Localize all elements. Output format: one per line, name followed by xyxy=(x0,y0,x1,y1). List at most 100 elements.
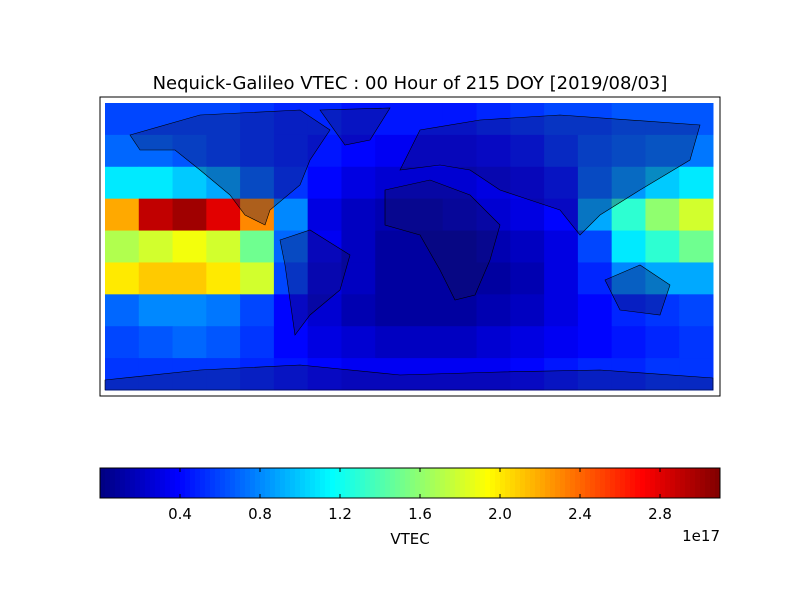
heat-cell xyxy=(105,166,140,200)
heat-cell xyxy=(409,326,444,359)
colorbar-swatch xyxy=(230,468,236,498)
colorbar-swatch xyxy=(530,468,536,498)
continent xyxy=(384,179,501,301)
heat-cell xyxy=(442,262,478,295)
colorbar-swatch xyxy=(420,468,426,498)
heat-cell xyxy=(577,134,613,168)
heat-cell xyxy=(172,198,207,232)
heat-cell xyxy=(375,262,410,295)
colorbar-swatch xyxy=(630,468,636,498)
colorbar-swatch xyxy=(490,468,496,498)
heat-cell xyxy=(307,230,342,263)
heat-cell xyxy=(172,103,207,136)
heat-cell xyxy=(611,358,646,391)
heat-cell xyxy=(510,230,545,263)
heat-cell xyxy=(307,198,342,232)
colorbar-swatch xyxy=(650,468,656,498)
colorbar-swatch xyxy=(470,468,476,498)
colorbar-swatch xyxy=(170,468,176,498)
heat-cell xyxy=(476,326,511,359)
colorbar-swatch xyxy=(610,468,616,498)
colorbar-swatch xyxy=(450,468,456,498)
heat-cell xyxy=(577,326,613,359)
heat-cell xyxy=(510,358,545,391)
heat-cell xyxy=(544,262,579,295)
heat-cell xyxy=(510,198,545,232)
colorbar-swatch xyxy=(495,468,501,498)
colorbar-swatch xyxy=(140,468,146,498)
heat-cell xyxy=(341,230,376,263)
heat-cell xyxy=(510,294,545,327)
colorbar-swatch xyxy=(505,468,511,498)
colorbar-swatch xyxy=(705,468,711,498)
heat-cell xyxy=(544,358,579,391)
colorbar-swatch xyxy=(195,468,201,498)
colorbar-tick-label: 1.2 xyxy=(328,505,352,523)
heat-cell xyxy=(273,103,309,136)
continent xyxy=(129,109,331,226)
heat-cell xyxy=(442,230,478,263)
colorbar-swatch xyxy=(695,468,701,498)
colorbar-swatch xyxy=(315,468,321,498)
heat-cell xyxy=(105,103,140,136)
heat-cell xyxy=(645,103,680,136)
colorbar-swatch xyxy=(320,468,326,498)
colorbar-swatch xyxy=(400,468,406,498)
colorbar-tick-label: 2.8 xyxy=(648,505,672,523)
colorbar-swatch xyxy=(685,468,691,498)
colorbar-swatch xyxy=(210,468,216,498)
heat-cell xyxy=(577,103,613,136)
heat-cell xyxy=(476,294,511,327)
colorbar-swatch xyxy=(715,468,721,498)
heat-cell xyxy=(375,198,410,232)
colorbar-swatch xyxy=(380,468,386,498)
heat-cell xyxy=(307,294,342,327)
colorbar-swatch xyxy=(120,468,126,498)
colorbar-swatch xyxy=(645,468,651,498)
heat-cell xyxy=(273,294,309,327)
heat-cell xyxy=(138,230,174,263)
heat-cell xyxy=(240,262,275,295)
colorbar-swatch xyxy=(435,468,441,498)
colorbar-swatch xyxy=(370,468,376,498)
colorbar-swatch xyxy=(640,468,646,498)
heat-cell xyxy=(172,358,207,391)
colorbar-swatch xyxy=(240,468,246,498)
heat-cell xyxy=(172,166,207,200)
colorbar-swatch xyxy=(205,468,211,498)
heat-cell xyxy=(172,294,207,327)
continent xyxy=(604,264,671,316)
colorbar-swatch xyxy=(425,468,431,498)
heat-cell xyxy=(341,166,376,200)
colorbar-swatch xyxy=(175,468,181,498)
colorbar-swatch xyxy=(595,468,601,498)
colorbar-swatch xyxy=(585,468,591,498)
continent xyxy=(279,229,351,336)
colorbar-swatch xyxy=(510,468,516,498)
colorbar-swatch xyxy=(335,468,341,498)
heat-cell xyxy=(138,262,174,295)
colorbar-swatch xyxy=(690,468,696,498)
colorbar-swatch xyxy=(460,468,466,498)
colorbar-swatch xyxy=(655,468,661,498)
heat-cell xyxy=(645,262,680,295)
colorbar-swatch xyxy=(145,468,151,498)
colorbar-swatch xyxy=(245,468,251,498)
heat-cell xyxy=(273,134,309,168)
colorbar-swatch xyxy=(365,468,371,498)
heat-cell xyxy=(375,326,410,359)
heat-cell xyxy=(679,230,714,263)
heat-cell xyxy=(138,198,174,232)
heat-cell xyxy=(510,262,545,295)
colorbar-swatch xyxy=(615,468,621,498)
heat-cell xyxy=(273,358,309,391)
heat-cell xyxy=(138,166,174,200)
colorbar-swatch xyxy=(485,468,491,498)
colorbar-swatch xyxy=(200,468,206,498)
heat-cell xyxy=(409,294,444,327)
colorbar-swatch xyxy=(625,468,631,498)
heat-cell xyxy=(679,166,714,200)
heat-cell xyxy=(679,326,714,359)
colorbar-swatch xyxy=(600,468,606,498)
colorbar-swatch xyxy=(430,468,436,498)
